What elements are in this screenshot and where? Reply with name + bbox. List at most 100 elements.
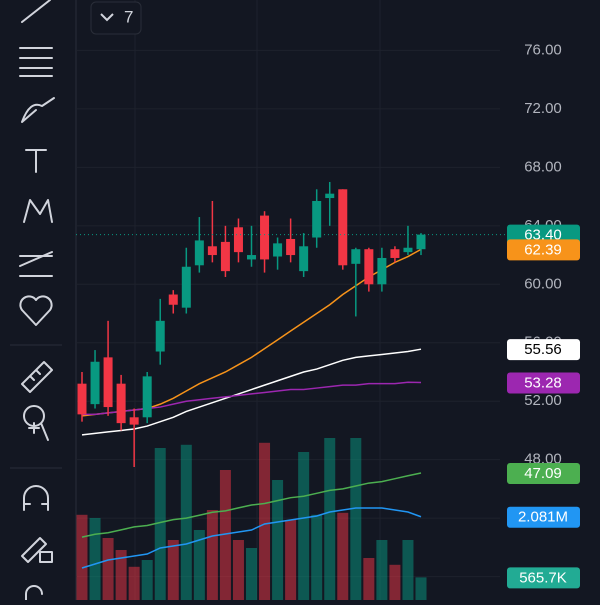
candle-body: [247, 255, 256, 260]
price-tag: 53.28: [507, 372, 580, 394]
volume-bar: [246, 548, 257, 600]
price-tag-box: [507, 239, 580, 261]
price-tag-box: [507, 462, 580, 484]
volume-bar: [376, 540, 388, 600]
price-tag-label: 62.39: [524, 241, 562, 258]
volume-bar: [232, 540, 244, 600]
price-tag-box: [507, 372, 580, 394]
y-tick-label: 68.00: [524, 158, 562, 175]
volume-bar: [402, 540, 414, 600]
moving-averages: [81, 248, 422, 569]
candle-body: [168, 294, 178, 305]
price-tag: 2.081M: [507, 506, 580, 528]
volume-bar: [206, 510, 218, 600]
volume-bar: [272, 480, 284, 600]
candle-body: [90, 361, 100, 405]
candle-body: [77, 383, 87, 415]
volume-bar: [141, 560, 153, 600]
price-tag-label: 47.09: [524, 465, 562, 482]
ma-line: [81, 507, 422, 569]
volume-bar: [324, 438, 336, 600]
candle-body: [390, 249, 400, 258]
grid: [76, 49, 500, 578]
candle-body: [377, 257, 387, 285]
price-tag-label: 63.40: [524, 227, 562, 244]
price-tag: 47.09: [507, 462, 580, 484]
candle-body: [116, 383, 126, 424]
candle-body: [260, 215, 270, 260]
price-tag-label: 53.28: [524, 374, 562, 391]
candle-body: [273, 243, 283, 257]
price-tag-box: [507, 567, 580, 589]
candle-body: [181, 266, 191, 308]
y-tick-label: 76.00: [524, 41, 562, 58]
ma-line: [81, 348, 422, 436]
plot: 40.0044.0048.0052.0056.0060.0064.0068.00…: [76, 41, 580, 600]
pattern-tool[interactable]: [23, 199, 53, 223]
ma-line: [81, 472, 422, 538]
volume-bar: [350, 438, 362, 600]
candle-body: [338, 189, 348, 266]
trend-line-tool[interactable]: [21, 0, 51, 23]
y-tick-label: 52.00: [524, 392, 562, 409]
favorites-tool[interactable]: [19, 295, 53, 326]
candle-body: [233, 227, 243, 253]
candle-body: [286, 238, 296, 256]
candle-body: [207, 246, 217, 256]
toolbar: [10, 0, 62, 601]
candle-body: [364, 249, 374, 285]
volume-bar: [193, 530, 205, 600]
price-tag-box: [507, 506, 580, 528]
candle-body: [129, 417, 139, 425]
measure-tool[interactable]: [21, 361, 53, 393]
volume-bar: [363, 558, 375, 600]
volume-bar: [128, 566, 140, 600]
volume-bar: [154, 448, 166, 600]
candle-body: [325, 193, 335, 199]
indicator-toggle[interactable]: 7: [90, 1, 142, 35]
magnet-tool[interactable]: [23, 485, 49, 511]
hide-tool[interactable]: [25, 585, 43, 601]
brush-tool[interactable]: [21, 97, 55, 123]
indicator-count: 7: [124, 7, 133, 26]
volume-bar: [389, 564, 401, 600]
indicator-button[interactable]: [90, 1, 142, 35]
volume-bar: [219, 470, 231, 600]
volume-bar: [89, 518, 101, 600]
price-tag-label: 2.081M: [518, 509, 568, 526]
volume-bar: [298, 452, 310, 600]
volume: [76, 438, 427, 600]
price-tag: 565.7K: [507, 567, 580, 589]
volume-bar: [259, 442, 271, 600]
text-tool[interactable]: [25, 149, 47, 173]
ma-line: [82, 381, 422, 416]
chevron: [100, 13, 114, 22]
zoom-tool[interactable]: [23, 405, 49, 441]
lock-drawings-tool[interactable]: [21, 537, 53, 563]
candles: [77, 181, 426, 467]
candle-body: [416, 234, 426, 250]
price-tag-label: 55.56: [524, 341, 562, 358]
volume-bar: [102, 538, 114, 600]
candle-body: [103, 357, 113, 408]
candle-body: [155, 320, 165, 352]
candle-body: [220, 241, 230, 272]
candle-body: [351, 249, 361, 264]
candle-body: [194, 240, 204, 266]
candle-body: [312, 200, 322, 238]
volume-bar: [180, 444, 192, 600]
candle-body: [142, 376, 152, 418]
volume-bar: [311, 514, 323, 600]
volume-bar: [337, 512, 349, 600]
price-tag: 55.56: [507, 339, 580, 361]
price-tag-box: [507, 339, 580, 361]
volume-bar: [115, 550, 127, 600]
volume-bar: [167, 540, 179, 600]
fib-tool[interactable]: [19, 47, 53, 77]
prediction-tool[interactable]: [19, 251, 53, 277]
price-tag-label: 565.7K: [519, 569, 567, 586]
volume-bar: [285, 520, 297, 600]
price-tag: 62.39: [507, 239, 580, 261]
